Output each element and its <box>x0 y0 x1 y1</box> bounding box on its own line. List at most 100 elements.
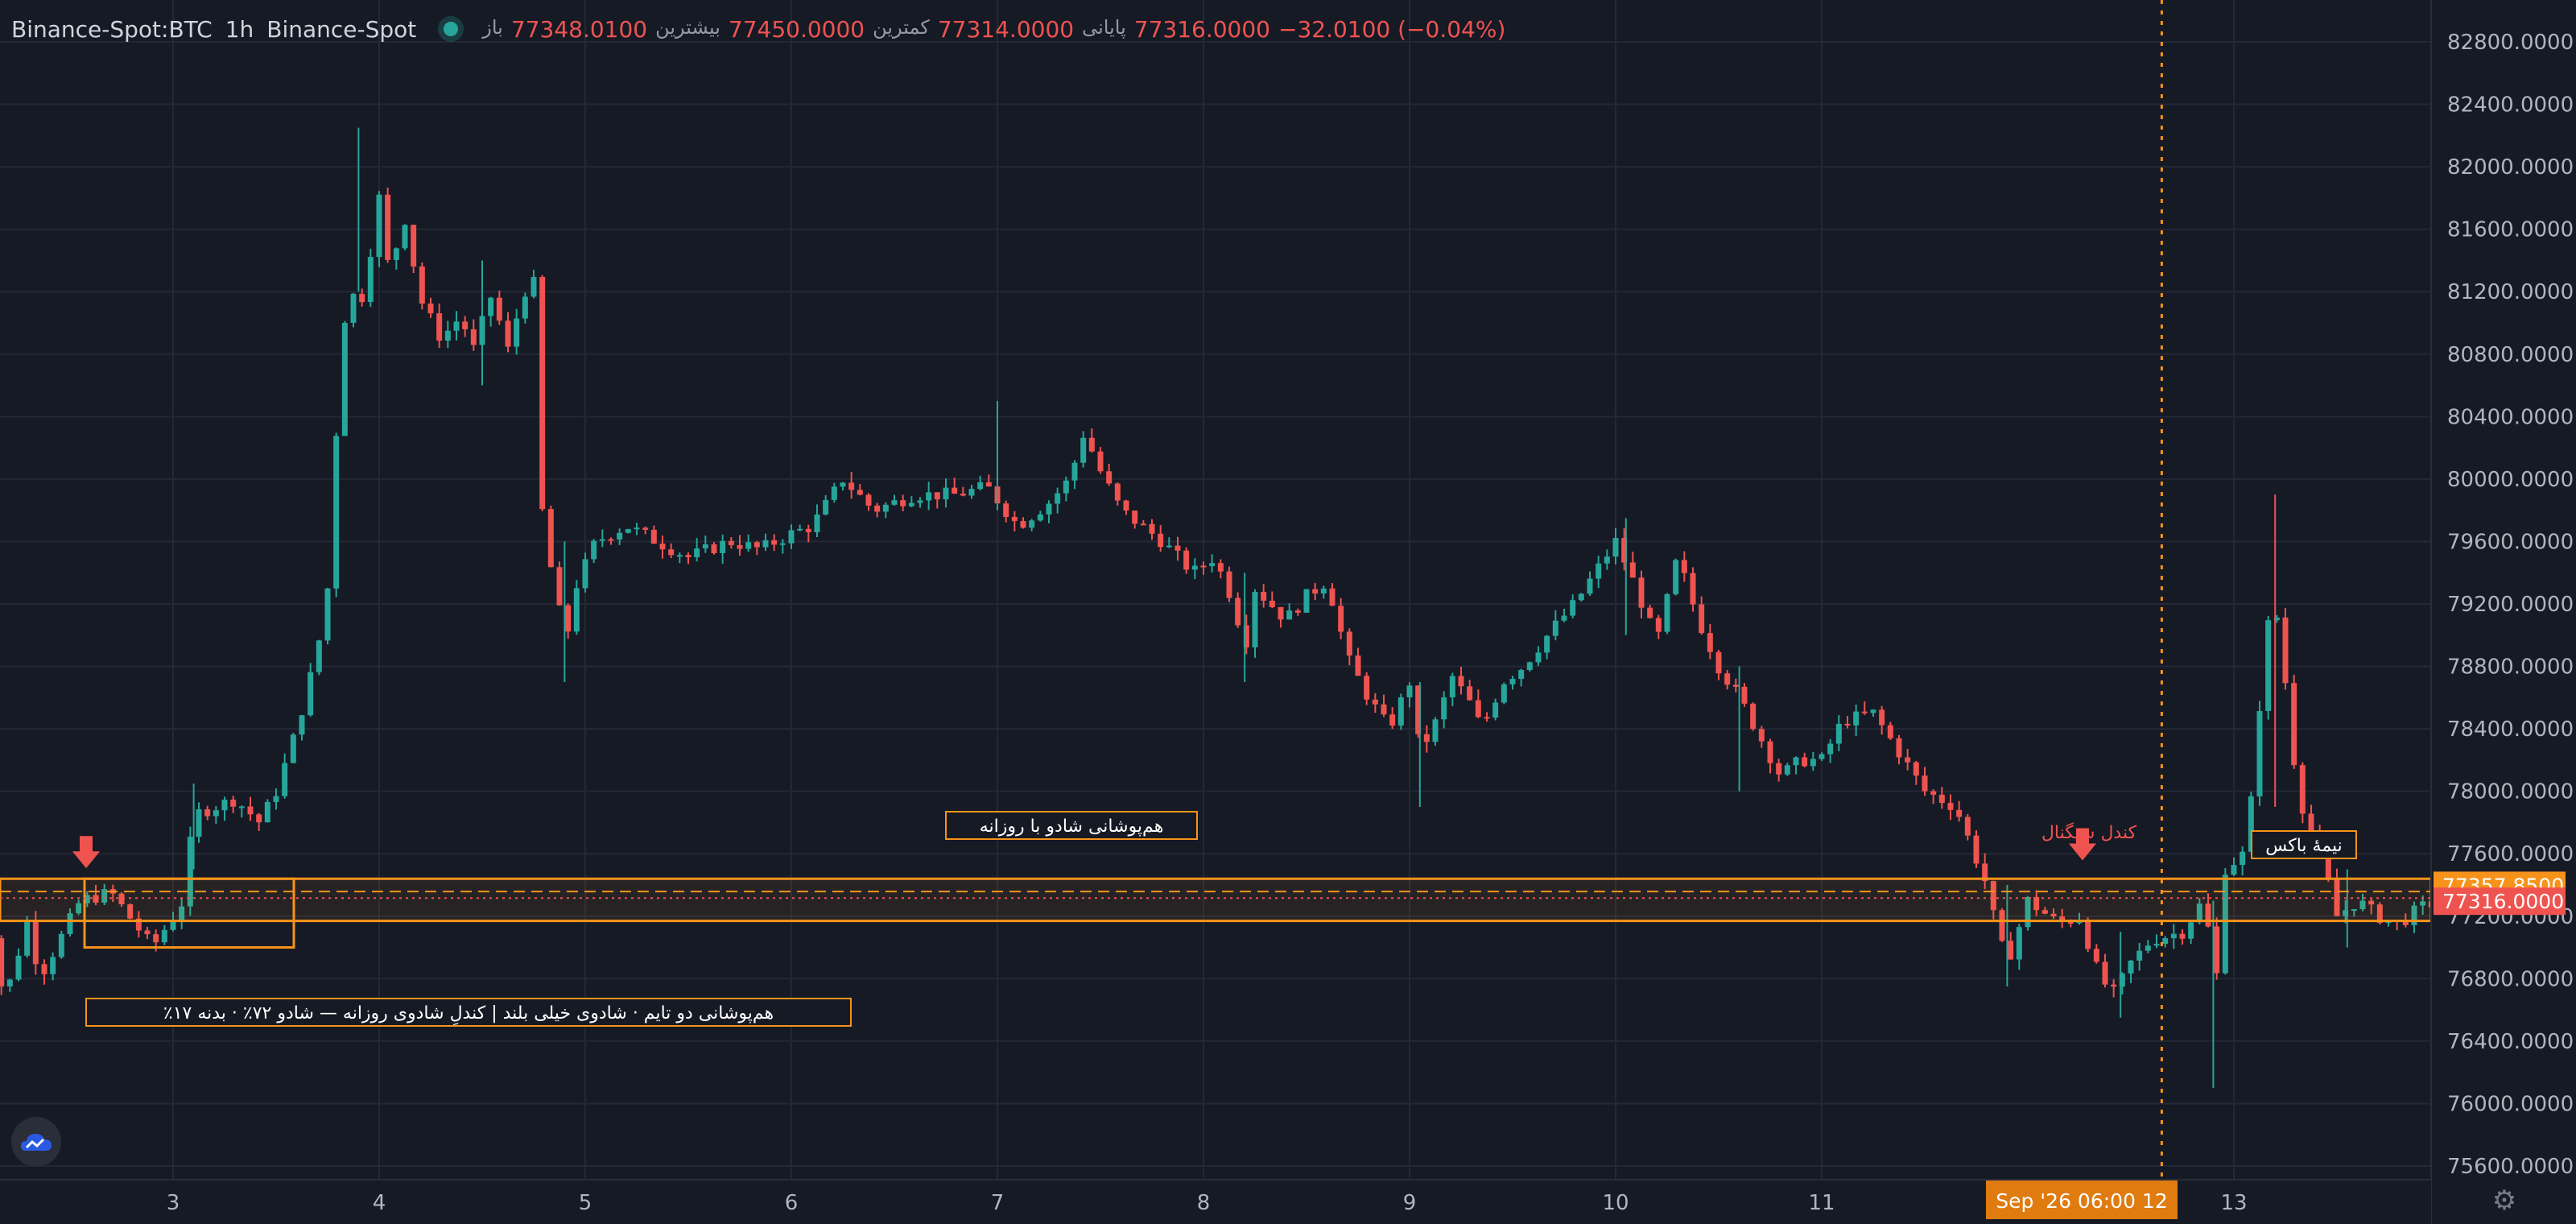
candle-body <box>608 539 614 541</box>
candle-body <box>1509 679 1516 684</box>
daily-candle-box[interactable] <box>83 877 295 949</box>
candle-body <box>179 906 185 920</box>
candle-body <box>2334 879 2340 916</box>
market-status-icon[interactable] <box>444 22 459 36</box>
candle-body <box>625 529 631 533</box>
candle-body <box>1303 589 1310 613</box>
candle-body <box>2282 617 2289 684</box>
candle-body <box>1724 673 1731 685</box>
candle-body <box>1776 763 1782 775</box>
annotation-half-box-box <box>2251 830 2357 859</box>
candle-body <box>2059 916 2066 923</box>
candle-body <box>1320 588 1327 593</box>
candle-body <box>960 494 966 496</box>
candle-body <box>1767 741 1773 763</box>
candle-body <box>1552 620 1558 636</box>
price-tick-label: 77600.0000 <box>2447 842 2574 866</box>
ohlc-legend: Binance-Spot:BTC 1h Binance-Spot باز 773… <box>11 13 1505 45</box>
candle-body <box>1484 717 1490 719</box>
candle-body <box>1758 729 1765 742</box>
candle-body <box>1423 734 1430 742</box>
price-tick-label: 80800.0000 <box>2447 343 2574 367</box>
candle-body <box>427 304 434 314</box>
candle-body <box>2402 920 2409 925</box>
candle-body <box>1604 556 1610 564</box>
candle-body <box>634 527 640 530</box>
candle-body <box>1106 471 1113 484</box>
cloud-logo-icon[interactable] <box>11 1117 61 1167</box>
candle-body <box>539 276 546 510</box>
time-tick-label: 10 <box>1602 1191 1629 1215</box>
candle-body <box>823 499 829 515</box>
candle-body <box>153 934 159 943</box>
price-axis-bg <box>2431 0 2576 1224</box>
candle-body <box>2008 941 2014 960</box>
signal-arrow-icon <box>72 851 100 869</box>
candle-body <box>1080 437 1087 463</box>
candle-body <box>144 930 151 935</box>
interval-label[interactable]: 1h <box>225 15 254 43</box>
candle-body <box>213 810 219 817</box>
candle-body <box>1535 652 1542 663</box>
candle-body <box>1278 606 1284 620</box>
candle-body <box>1853 711 1860 726</box>
candle-body <box>591 540 597 560</box>
candle-body <box>1174 545 1181 551</box>
time-tick-label: 6 <box>785 1191 799 1215</box>
candle-body <box>685 555 691 557</box>
candle-body <box>6 979 13 986</box>
candle-body <box>2240 851 2246 866</box>
candle-body <box>411 225 417 267</box>
key-zone-box[interactable] <box>0 877 2433 923</box>
candle-body <box>32 921 39 965</box>
candle-body <box>711 544 717 553</box>
candle-body <box>2033 896 2040 911</box>
candle-body <box>170 920 176 930</box>
candle-body <box>1338 606 1344 632</box>
time-tick-label: 4 <box>373 1191 386 1215</box>
candle-body <box>127 904 134 919</box>
candle-body <box>1638 577 1645 608</box>
candle-body <box>1655 618 1662 632</box>
time-tick-label: 11 <box>1808 1191 1835 1215</box>
candle-body <box>968 489 975 496</box>
candle-body <box>1243 625 1249 647</box>
candle-body <box>1887 725 1893 738</box>
candle-body <box>1750 703 1757 730</box>
candle-body <box>299 715 305 735</box>
candle-body <box>1956 809 1963 817</box>
candle-body <box>118 893 125 904</box>
annotation-half-box: نیمهٔ باکس <box>2265 836 2343 856</box>
time-tick-label: 7 <box>991 1191 1005 1215</box>
candle-body <box>101 889 108 903</box>
signal-arrow-stem <box>2076 828 2089 845</box>
candle-body <box>402 225 408 249</box>
candle-body <box>1071 462 1078 481</box>
symbol-label[interactable]: Binance-Spot:BTC <box>11 15 213 43</box>
candle-body <box>891 500 898 505</box>
candle-body <box>2102 961 2108 985</box>
candle-body <box>1905 757 1911 763</box>
candle-body <box>505 320 511 347</box>
candle-body <box>1612 538 1619 557</box>
high-label: بیشترین <box>655 15 720 39</box>
candle-body <box>1149 523 1155 534</box>
candle-body <box>514 318 520 347</box>
candle-body <box>2376 904 2383 924</box>
candle-body <box>1835 723 1842 744</box>
candle-body <box>814 514 820 532</box>
gear-icon[interactable]: ⚙ <box>2491 1185 2517 1217</box>
signal-arrow-icon <box>2069 843 2096 861</box>
candle-body <box>444 330 451 341</box>
candle-body <box>917 500 923 503</box>
candle-body <box>1938 794 1945 804</box>
candle-body <box>2179 933 2186 939</box>
candle-body <box>985 482 992 487</box>
candle-body <box>547 509 554 568</box>
candle-body <box>1973 835 1979 864</box>
candle-body <box>2351 909 2357 912</box>
candle-body <box>2273 617 2280 621</box>
price-tag-last: 77316.0000 <box>2442 890 2564 913</box>
